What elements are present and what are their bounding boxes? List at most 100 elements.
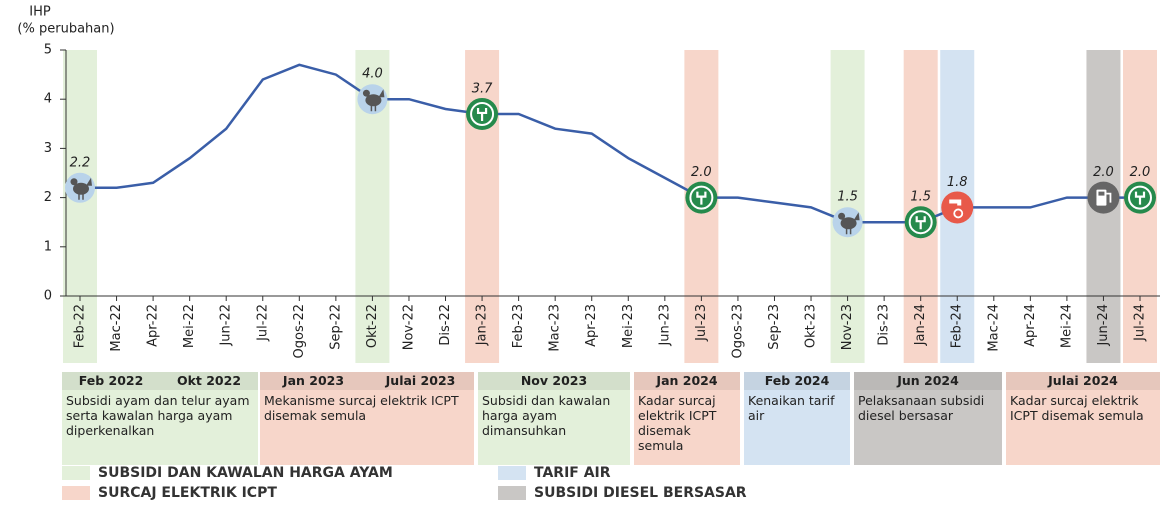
value-label: 2.2 [70,155,91,170]
x-tick-label: Nov-23 [840,304,855,350]
chicken-tail [378,89,385,98]
value-label: 1.5 [910,190,931,205]
event-date: Okt 2022 [176,373,242,388]
event-date: Jun 2024 [897,373,959,388]
pump-window [1098,191,1105,196]
x-tick-label: Jul-24 [1133,304,1148,342]
icon-ring [908,210,933,235]
value-label: 3.7 [472,81,493,96]
x-tick-label: Apr-24 [1023,304,1038,347]
legend-label: SUBSIDI DIESEL BERSASAR [534,485,747,501]
legend-item: SUBSIDI DIESEL BERSASAR [498,485,747,501]
x-tick-label: Apr-23 [584,304,599,347]
value-label: 2.0 [691,165,712,180]
y-tick-label: 0 [44,289,52,304]
legend-item: SUBSIDI DAN KAWALAN HARGA AYAM [62,465,393,481]
plug [915,216,926,230]
highlight-band [830,50,865,363]
plug [696,191,707,205]
value-label: 2.0 [1093,165,1114,180]
x-tick-label: Mei-23 [621,304,636,348]
legend-label: SUBSIDI DAN KAWALAN HARGA AYAM [98,465,393,481]
event-text: Kenaikan tarif air [748,393,835,423]
event-text: Kadar surcaj elektrik ICPT disemak semul… [638,393,717,453]
event: Feb 2024 Kenaikan tarif air [744,372,850,465]
x-tick-label: Dis-22 [438,304,453,346]
drop [953,208,964,219]
event-icon [904,206,937,239]
legend-swatch [498,486,526,500]
event-icon [357,84,388,115]
legend-label: SURCAJ ELEKTRIK ICPT [98,485,277,501]
value-label: 1.8 [947,175,968,190]
event-header: Feb 2024 [744,372,850,390]
chicken-head [70,178,78,186]
event: Nov 2023 Subsidi dan kawalan harga ayam d… [478,372,630,465]
x-tick-label: Ogos-23 [730,304,745,358]
event-text: Subsidi dan kawalan harga ayam dimansuhk… [482,393,611,438]
value-label: 1.5 [837,190,858,205]
x-tick-label: Sep-22 [328,304,343,350]
event-header: Jan 2023 Julai 2023 [260,372,474,390]
x-tick-label: Nov-22 [401,304,416,350]
y-tick-label: 1 [44,239,52,254]
chart: IHP (% perubahan) 0 1 2 3 4 5 Feb-22 Mac-22 Apr-… [17,5,1160,363]
x-tick-label: Ogos-22 [292,304,307,358]
x-tick-label: Jun-22 [219,304,234,347]
event-header: Jun 2024 [854,372,1002,390]
event-date: Jan 2024 [656,373,718,388]
event: Jan 2023 Julai 2023 Mekanisme surcaj elekt… [260,372,474,465]
tap [949,199,962,206]
value-label: 2.0 [1130,165,1151,180]
x-tick-label: Sep-23 [767,304,782,350]
event-date: Julai 2023 [385,373,456,388]
event-icon [1124,181,1156,214]
y-tick-label: 3 [44,141,52,156]
chicken-legs [370,105,377,112]
x-tick-label: Feb-24 [950,304,965,348]
y-axis-label: (% perubahan) [17,22,114,37]
event: Jun 2024 Pelaksanaan subsidi diesel bersa… [854,372,1002,465]
y-tick-label: 2 [44,190,52,205]
data-line [80,63,1140,224]
x-tick-label: Mac-24 [986,304,1001,352]
icon-ring [470,101,495,126]
x-tick-label: Okt-22 [365,304,380,348]
chicken-legs [845,228,852,235]
legend-item: TARIF AIR [498,465,611,481]
y-axis-label: IHP [29,5,51,20]
x-tick-label: Apr-22 [146,304,161,347]
event-header: Nov 2023 [478,372,630,390]
x-tick-label: Mac-22 [109,304,124,352]
event-date: Julai 2024 [1048,373,1118,388]
event-date: Feb 2022 [78,373,144,388]
event-text: Kadar surcaj elektrik ICPT disemak semul… [1010,393,1144,423]
icon-ring [1128,185,1152,210]
event-icon [466,97,499,130]
x-tick-label: Jun-23 [657,304,672,347]
plug [1134,191,1146,205]
chicken-tail [853,212,860,221]
x-tick-label: Feb-23 [511,304,526,348]
event-text: Mekanisme surcaj elektrik ICPT disemak s… [264,393,459,423]
chicken-body [365,94,382,107]
x-tick-label: Jun-24 [1096,304,1111,347]
chicken-head [362,89,370,97]
event-date: Jan 2023 [282,373,345,388]
legend-swatch [62,486,90,500]
y-tick-label: 4 [44,92,52,107]
event-icon [941,191,974,224]
x-tick-label: Jul-23 [694,304,709,342]
x-tick-label: Mei-22 [182,304,197,348]
event-text: Pelaksanaan subsidi diesel bersasar [858,393,985,423]
event-icon [65,172,95,203]
chicken-body [73,182,89,195]
event-date: Nov 2023 [520,373,588,388]
legend-label: TARIF AIR [534,465,611,481]
event-date: Feb 2024 [764,373,830,388]
pump-hose [1106,192,1112,203]
event: Julai 2024 Kadar surcaj elektrik ICPT dis… [1006,372,1160,465]
event-header: Julai 2024 [1006,372,1160,390]
x-tick-label: Okt-23 [804,304,819,348]
legend-swatch [498,466,526,480]
